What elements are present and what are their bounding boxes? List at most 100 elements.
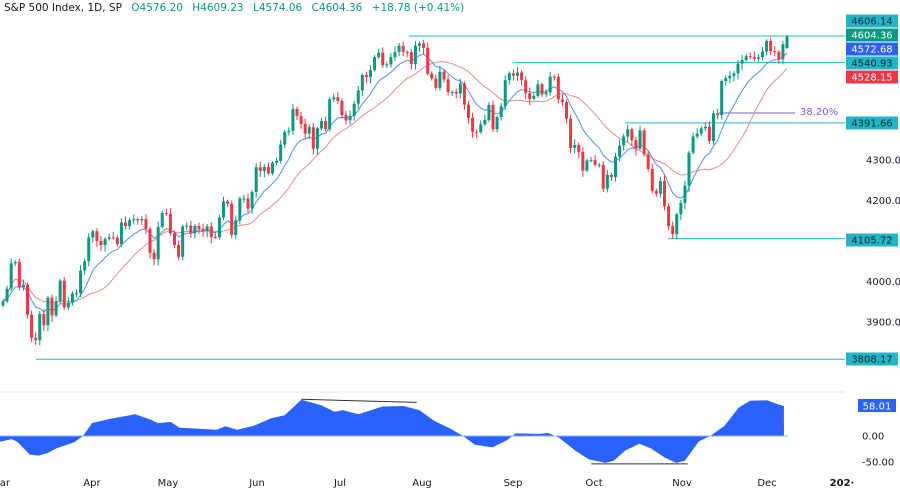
candle-body <box>38 313 42 341</box>
candle <box>552 74 556 81</box>
candle-body <box>160 213 164 227</box>
candle <box>446 74 450 96</box>
candle-body <box>352 103 356 116</box>
candle <box>422 39 426 55</box>
candle <box>271 161 274 176</box>
candle <box>695 128 699 139</box>
candle-body <box>516 72 519 76</box>
candle-body <box>679 202 683 215</box>
candle-body <box>736 63 740 74</box>
candle-body <box>405 51 409 53</box>
time-axis-tick: Sep <box>504 478 523 489</box>
chart-legend: S&P 500 Index, 1D, SP O4576.20 H4609.23 … <box>4 2 470 14</box>
candle-body <box>544 92 548 95</box>
candle <box>475 129 479 139</box>
candle-body <box>520 72 524 81</box>
candle <box>401 41 405 57</box>
candle <box>614 152 617 182</box>
candle-body <box>446 79 450 92</box>
candle <box>732 71 736 82</box>
candle <box>315 126 319 156</box>
candle-body <box>581 151 585 171</box>
candle-body <box>332 97 336 100</box>
price-label: 3808.17 <box>846 352 898 366</box>
price-label: 4572.68 <box>846 42 898 56</box>
candle-body <box>1 301 5 306</box>
candle-body <box>193 226 197 234</box>
candle <box>124 216 127 230</box>
candle <box>724 74 728 86</box>
candle-body <box>295 108 299 116</box>
candle-body <box>422 43 426 48</box>
close-value: C4604.36 <box>311 2 363 14</box>
candle-body <box>279 144 283 161</box>
candle <box>524 76 528 100</box>
price-label-text: 4528.15 <box>851 73 892 84</box>
candle <box>736 59 740 80</box>
candle-body <box>650 168 654 191</box>
candle <box>291 103 295 135</box>
low-value: L4574.06 <box>252 2 303 14</box>
candle <box>654 188 658 197</box>
candle-body <box>148 228 152 253</box>
candle <box>373 55 377 72</box>
candle <box>140 215 144 226</box>
fib-level-label: 38.20% <box>800 107 838 118</box>
candle-body <box>716 113 720 116</box>
candle-body <box>66 302 70 308</box>
candle <box>189 220 193 238</box>
candle <box>164 209 168 216</box>
candle-body <box>511 73 515 76</box>
candle-body <box>495 117 499 130</box>
candle-body <box>573 145 577 148</box>
candle-body <box>585 160 589 171</box>
price-label: 4105.72 <box>846 233 898 247</box>
candle <box>638 125 642 151</box>
candle <box>658 177 662 198</box>
candle-body <box>99 241 103 246</box>
candle <box>413 40 417 70</box>
candle-body <box>785 36 789 49</box>
candle-body <box>320 121 323 129</box>
candle-body <box>622 136 626 146</box>
candle <box>626 124 630 143</box>
candle <box>548 71 552 96</box>
candle-body <box>752 57 756 59</box>
candle-body <box>356 90 360 104</box>
candle-body <box>732 73 736 76</box>
candle <box>511 69 515 81</box>
candle-body <box>589 160 593 161</box>
candle <box>254 163 258 198</box>
candle-body <box>5 288 9 302</box>
price-label: 4528.15 <box>846 70 898 84</box>
candle-body <box>307 127 311 134</box>
candle <box>773 46 777 57</box>
candle <box>132 214 136 225</box>
candle-body <box>707 126 711 141</box>
candle-body <box>781 44 785 60</box>
candle <box>462 81 466 110</box>
candle <box>752 51 756 62</box>
candle <box>185 222 189 231</box>
candle-body <box>695 133 699 137</box>
candle <box>426 42 430 76</box>
candle <box>377 49 381 60</box>
candle-body <box>13 262 17 264</box>
candle <box>9 258 13 292</box>
candle-body <box>217 217 221 238</box>
candle <box>748 52 752 60</box>
candle-body <box>381 52 385 66</box>
candle-body <box>528 93 532 99</box>
candle <box>328 97 332 132</box>
candle <box>320 117 323 131</box>
price-label-background <box>846 14 898 28</box>
candle-body <box>111 237 115 239</box>
candle <box>66 297 70 311</box>
candle <box>79 264 83 298</box>
candle-body <box>132 219 136 221</box>
candle-body <box>291 108 295 131</box>
time-axis-tick: Nov <box>672 478 692 489</box>
candle-body <box>765 40 769 52</box>
candle <box>62 277 66 310</box>
